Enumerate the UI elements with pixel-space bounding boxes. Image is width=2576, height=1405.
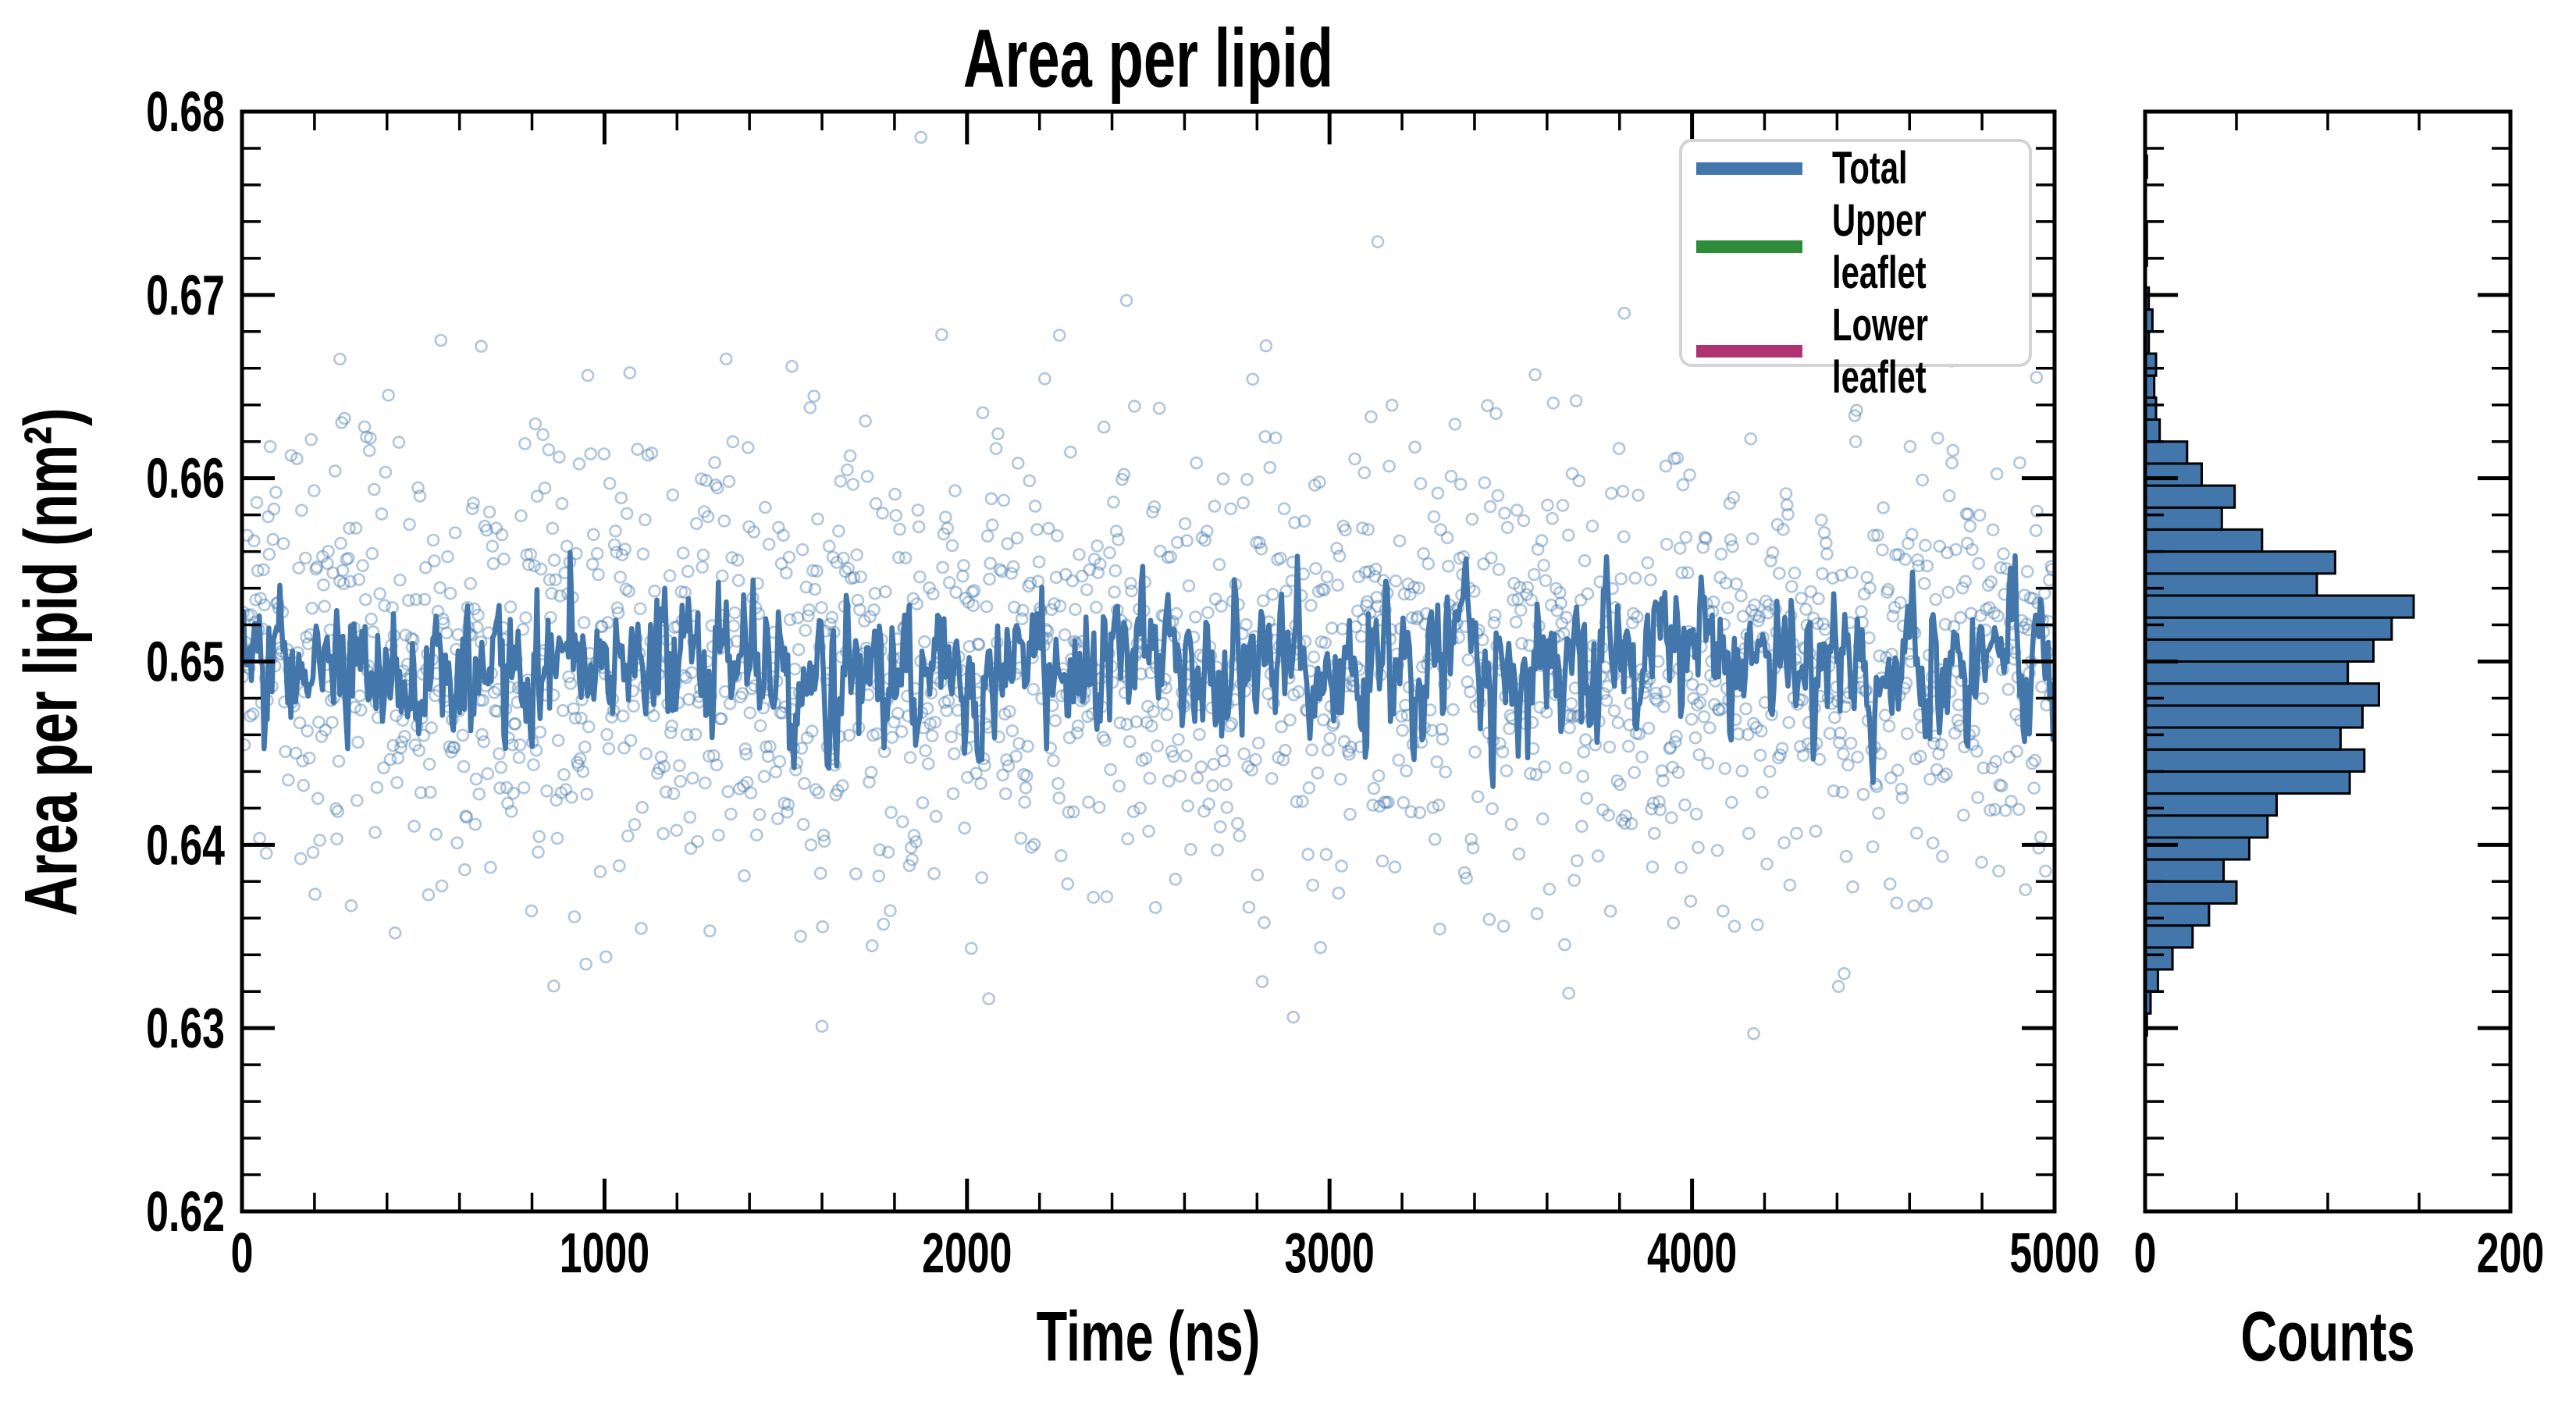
y-axis-label: Area per lipid (nm²) [9,407,93,916]
legend-item-lower-leaflet: Lower leaflet [1682,299,2029,404]
tick-label: 4000 [1647,1222,1737,1285]
tick-label: 0 [2134,1222,2157,1285]
axis-ticks [240,109,2513,1214]
hist-x-axis-label: Counts [2240,1298,2415,1376]
tick-label: 0.65 [146,631,225,693]
tick-label: 0 [231,1222,254,1285]
hist-bar [2144,814,2269,839]
x-axis-label: Time (ns) [1036,1298,1261,1376]
legend-label-total: Total [1832,143,1908,194]
tick-label: 0.62 [146,1181,225,1243]
legend-label-upper-leaflet: Upper leaflet [1832,195,1927,298]
hist-bar [2144,550,2336,575]
hist-bar [2144,638,2375,663]
hist-bar [2144,462,2203,487]
legend: Total Upper leaflet Lower leaflet [1679,139,2032,403]
tick-label: 5000 [2009,1222,2099,1285]
legend-label-lower-leaflet: Lower leaflet [1832,300,1928,403]
tick-label: 3000 [1285,1222,1375,1285]
hist-bar [2144,792,2278,817]
hist-bar [2144,440,2189,465]
tick-label: 2000 [922,1222,1012,1285]
hist-bar [2144,880,2238,905]
hist-bar [2144,484,2236,509]
hist-bar [2144,836,2250,861]
hist-bar [2144,902,2211,927]
tick-label: 1000 [560,1222,649,1285]
hist-bar [2144,682,2380,707]
legend-item-total: Total [1682,142,2029,194]
hist-bar [2144,770,2351,795]
tick-label: 200 [2477,1222,2544,1285]
tick-label: 0.67 [146,265,225,327]
tick-label: 0.64 [146,814,225,877]
total-mean-line [241,550,2055,789]
hist-bar [2144,704,2364,729]
legend-swatch-total [1696,162,1802,175]
hist-bar [2144,946,2174,971]
hist-bar [2144,924,2194,949]
legend-item-upper-leaflet: Upper leaflet [1682,194,2029,299]
tick-labels: 0.620.630.640.650.660.670.680 1000 2000 300… [146,81,2544,1285]
tick-label: 0.63 [146,998,225,1060]
hist-bar [2144,506,2223,531]
hist-bar [2144,594,2415,619]
hist-bar [2144,528,2264,553]
hist-bar [2144,572,2318,597]
hist-bar [2144,726,2342,751]
hist-bar [2144,858,2226,883]
hist-bar [2144,660,2350,685]
histogram-bars [2144,154,2415,1037]
legend-swatch-upper-leaflet [1696,240,1802,253]
chart-title: Area per lipid [962,12,1334,105]
hist-bar [2144,418,2161,443]
hist-bar [2144,748,2366,773]
legend-swatch-lower-leaflet [1696,345,1802,357]
tick-label: 0.68 [146,81,225,144]
tick-label: 0.66 [146,447,225,510]
hist-bar [2144,616,2393,641]
